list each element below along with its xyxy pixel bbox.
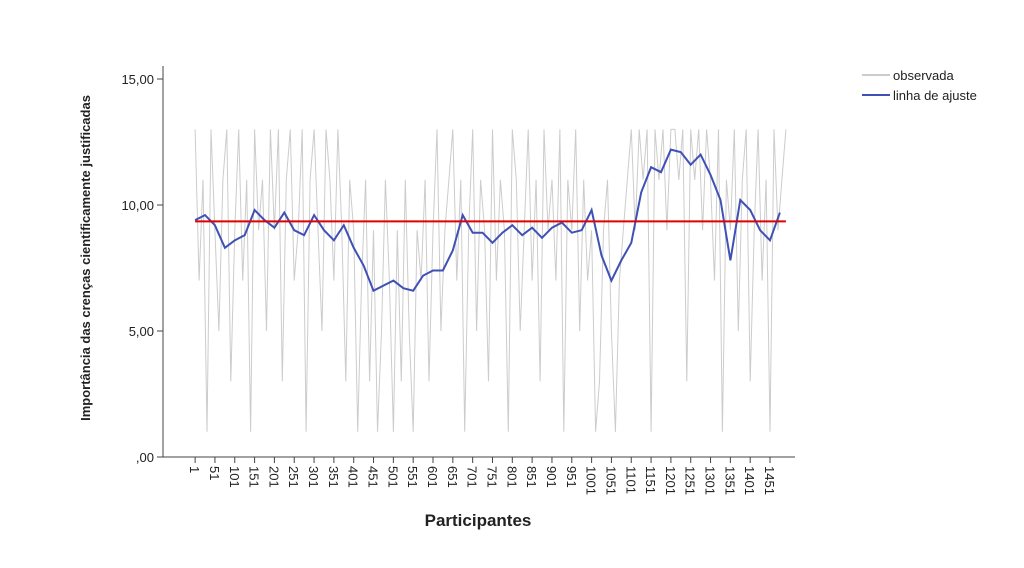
x-tick-label: 701 [465, 466, 480, 488]
x-tick-label: 901 [544, 466, 559, 488]
x-tick-label: 301 [306, 466, 321, 488]
x-tick-label: 101 [227, 466, 242, 488]
x-tick-label: 651 [445, 466, 460, 488]
x-tick-label: 1201 [663, 466, 678, 495]
x-tick-label: 501 [385, 466, 400, 488]
y-tick-label: 10,00 [121, 198, 154, 213]
x-tick-label: 601 [425, 466, 440, 488]
x-tick-label: 951 [564, 466, 579, 488]
x-tick-label: 451 [366, 466, 381, 488]
x-tick-label: 1451 [762, 466, 777, 495]
x-axis-label: Participantes [425, 511, 532, 530]
x-tick-label: 51 [207, 466, 222, 480]
x-tick-label: 801 [504, 466, 519, 488]
y-axis-label: Importância das crenças cientificamente … [78, 95, 93, 421]
x-tick-label: 851 [524, 466, 539, 488]
x-tick-label: 151 [247, 466, 262, 488]
y-tick-label: ,00 [136, 450, 154, 465]
x-tick-label: 251 [286, 466, 301, 488]
legend-label: linha de ajuste [893, 88, 977, 103]
series-line [194, 148, 781, 293]
x-tick-label: 751 [484, 466, 499, 488]
x-tick-label: 1151 [643, 466, 658, 494]
x-tick-label: 1251 [683, 466, 698, 495]
x-tick-label: 551 [405, 466, 420, 488]
x-tick-label: 1401 [742, 466, 757, 495]
y-tick-label: 15,00 [121, 72, 154, 87]
x-tick-label: 1351 [722, 466, 737, 495]
x-tick-label: 351 [326, 466, 341, 488]
legend-label: observada [893, 68, 954, 83]
x-tick-label: 401 [346, 466, 361, 488]
x-tick-label: 1051 [603, 466, 618, 495]
series-line [194, 128, 787, 432]
y-tick-label: 5,00 [129, 324, 154, 339]
x-tick-label: 1101 [623, 466, 638, 494]
x-tick-label: 1 [187, 466, 202, 473]
x-tick-label: 201 [266, 466, 281, 488]
x-tick-label: 1001 [584, 466, 599, 495]
x-tick-label: 1301 [703, 466, 718, 495]
